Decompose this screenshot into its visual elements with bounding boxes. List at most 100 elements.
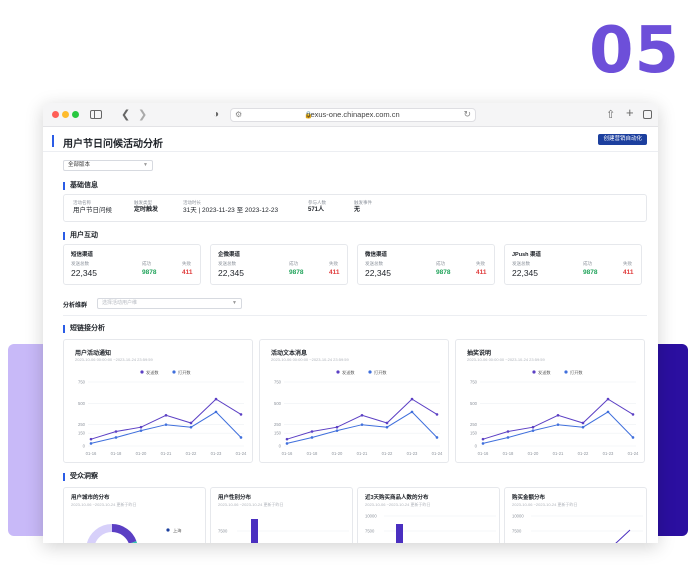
sidebar-toggle-icon[interactable] — [90, 110, 102, 119]
data-point[interactable] — [89, 437, 93, 441]
x-tick-label: 01-23 — [407, 451, 418, 456]
y-tick-label: 500 — [470, 401, 478, 406]
url-text: nexus-one.chinapex.com.cn — [306, 110, 400, 119]
legend-label: 打开数 — [178, 369, 191, 376]
data-point[interactable] — [139, 425, 143, 429]
channel-card[interactable]: 微信渠道 发送总数 成功 失败 22,345 9878 411 — [357, 244, 495, 285]
data-point[interactable] — [410, 410, 414, 414]
data-point[interactable] — [239, 436, 243, 439]
close-window-button[interactable] — [52, 111, 59, 118]
app-content: 用户节日问候活动分析 创建营销自动化 全部版本 ▼ 基础信息 活动名称 用户节日… — [43, 127, 658, 543]
data-point[interactable] — [531, 429, 535, 432]
maximize-window-button[interactable] — [72, 111, 79, 118]
data-point[interactable] — [435, 436, 439, 439]
audience-card-title: 购买金额分布 — [512, 495, 546, 501]
data-point[interactable] — [164, 423, 168, 426]
x-tick-label: 01-24 — [432, 451, 443, 456]
data-point[interactable] — [581, 421, 585, 425]
browser-window: ❮ ❯ ◑ ⚙ 🔒 nexus-one.chinapex.com.cn ↻ ⇧ … — [43, 103, 658, 543]
channel-card[interactable]: 短信渠道 发送总数 成功 失败 22,345 9878 411 — [63, 244, 201, 285]
data-point[interactable] — [556, 423, 560, 426]
bar[interactable] — [396, 524, 403, 543]
data-point[interactable] — [481, 442, 485, 445]
data-point[interactable] — [114, 436, 118, 439]
data-point[interactable] — [531, 425, 535, 429]
data-point[interactable] — [139, 429, 143, 432]
channel-card[interactable]: JPush 渠道 发送总数 成功 失败 22,345 9878 411 — [504, 244, 642, 285]
data-point[interactable] — [285, 437, 289, 441]
site-settings-icon[interactable]: ⚙ — [235, 110, 243, 119]
bar[interactable] — [251, 519, 258, 543]
y-tick-label: 10000 — [365, 514, 377, 519]
x-tick-label: 01-16 — [478, 451, 489, 456]
line-chart-card: 抽奖说明 2023-10-06 00:00:00 ~2023-10-24 23:5… — [455, 339, 645, 463]
legend-label: 打开数 — [374, 369, 387, 376]
data-point[interactable] — [189, 425, 193, 429]
y-tick-label: 250 — [274, 422, 282, 427]
y-tick-label: 150 — [470, 431, 478, 436]
data-point[interactable] — [164, 413, 168, 417]
new-tab-icon[interactable]: + — [626, 105, 634, 120]
data-point[interactable] — [506, 430, 510, 433]
data-point[interactable] — [410, 397, 414, 401]
x-tick-label: 01-23 — [603, 451, 614, 456]
data-point[interactable] — [506, 436, 510, 439]
data-point[interactable] — [435, 413, 439, 416]
data-point[interactable] — [335, 429, 339, 432]
forward-chevron-icon[interactable]: ❯ — [138, 109, 148, 121]
x-tick-label: 01-21 — [553, 451, 564, 456]
data-point[interactable] — [385, 425, 389, 429]
data-point[interactable] — [581, 425, 585, 429]
data-point[interactable] — [285, 442, 289, 445]
data-point[interactable] — [89, 442, 93, 445]
version-select[interactable]: 全部版本 ▼ — [63, 160, 153, 171]
chart-subtitle: 2023-10-06 00:00:00 ~2023-10-24 23:59:59 — [75, 357, 153, 362]
address-bar[interactable]: ⚙ 🔒 nexus-one.chinapex.com.cn ↻ — [230, 108, 476, 122]
y-tick-label: 0 — [279, 444, 282, 449]
page-header: 用户节日问候活动分析 创建营销自动化 — [43, 127, 658, 152]
data-point[interactable] — [310, 430, 314, 433]
line-chart: 发送数 打开数 0 150 250 500 750 01-16 01-18 01-20 01-21 0… — [78, 369, 247, 456]
data-point[interactable] — [189, 421, 193, 425]
x-tick-label: 01-18 — [503, 451, 514, 456]
legend-label: 发送数 — [146, 369, 159, 376]
fail-count: 411 — [329, 269, 340, 276]
x-tick-label: 01-22 — [578, 451, 589, 456]
data-point[interactable] — [631, 436, 635, 439]
back-chevron-icon[interactable]: ❮ — [121, 109, 131, 121]
data-point[interactable] — [239, 413, 243, 416]
donut-segment[interactable] — [111, 524, 137, 543]
fail-count: 411 — [476, 269, 487, 276]
data-point[interactable] — [385, 421, 389, 425]
x-tick-label: 01-18 — [307, 451, 318, 456]
data-point[interactable] — [481, 437, 485, 441]
success-label: 成功 — [289, 261, 298, 266]
tab-overview-icon[interactable] — [643, 110, 652, 119]
data-point[interactable] — [631, 413, 635, 416]
reload-icon[interactable]: ↻ — [463, 109, 471, 119]
data-point[interactable] — [360, 423, 364, 426]
fail-count: 411 — [623, 269, 634, 276]
privacy-shield-icon[interactable]: ◑ — [213, 109, 220, 120]
y-tick-label: 7500 — [218, 529, 228, 534]
channel-card[interactable]: 企微渠道 发送总数 成功 失败 22,345 9878 411 — [210, 244, 348, 285]
filter-select[interactable]: 选择活动用户维 ▼ — [97, 298, 242, 309]
data-point[interactable] — [606, 410, 610, 414]
data-point[interactable] — [114, 430, 118, 433]
create-automation-button[interactable]: 创建营销自动化 — [598, 134, 647, 145]
minimize-window-button[interactable] — [62, 111, 69, 118]
data-point[interactable] — [214, 410, 218, 414]
y-tick-label: 500 — [274, 401, 282, 406]
data-point[interactable] — [360, 413, 364, 417]
data-point[interactable] — [556, 413, 560, 417]
share-icon[interactable]: ⇧ — [606, 109, 616, 121]
line-chart: 发送数 打开数 0 150 250 500 750 01-16 01-18 01-20 01-21 0… — [470, 369, 639, 456]
audience-card-title: 用户性别分布 — [218, 495, 252, 501]
data-point[interactable] — [214, 397, 218, 401]
data-point[interactable] — [606, 397, 610, 401]
x-tick-label: 01-16 — [282, 451, 293, 456]
donut-segment[interactable] — [87, 524, 113, 543]
legend-label: 发送数 — [342, 369, 355, 376]
data-point[interactable] — [335, 425, 339, 429]
data-point[interactable] — [310, 436, 314, 439]
